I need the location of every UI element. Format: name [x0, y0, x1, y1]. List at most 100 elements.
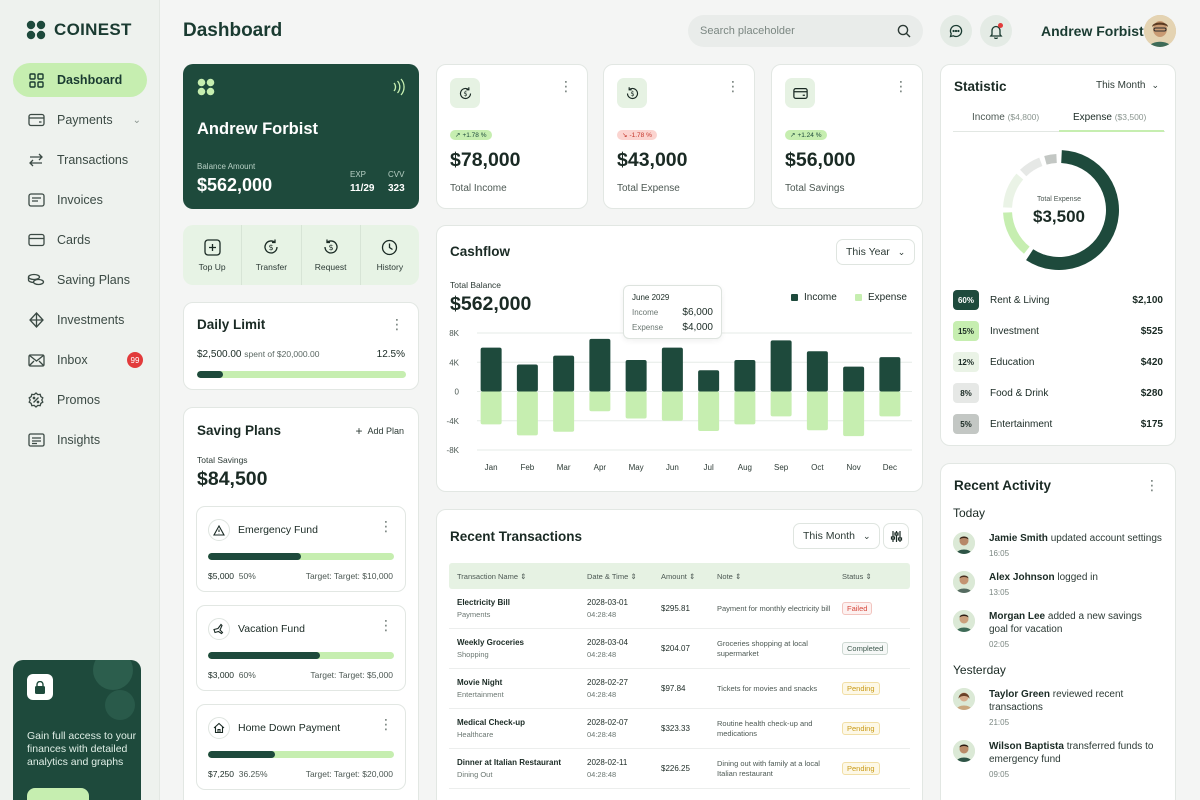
search-bar[interactable]: [688, 15, 923, 47]
brand[interactable]: COINEST: [26, 20, 132, 40]
more-icon[interactable]: ⋮: [379, 518, 393, 534]
statistic-period-select[interactable]: This Month ⌄: [1096, 80, 1159, 91]
daily-limit-spent-row: $2,500.00 spent of $20,000.00: [197, 349, 319, 360]
table-row[interactable]: Medical Check-up Healthcare 2028-02-07 04:…: [449, 709, 910, 749]
category-row[interactable]: 60% Rent & Living $2,100: [953, 289, 1163, 311]
svg-text:$: $: [630, 90, 634, 98]
activity-item[interactable]: Alex Johnson logged in 13:05: [953, 571, 1163, 599]
add-plan-label: Add Plan: [367, 426, 404, 436]
sidebar-item-transactions[interactable]: Transactions: [13, 143, 147, 177]
more-icon[interactable]: ⋮: [379, 716, 393, 732]
plan-target: Target: $20,000: [333, 769, 393, 779]
history-label: History: [376, 262, 404, 272]
add-plan-button[interactable]: + Add Plan: [355, 424, 404, 438]
chevron-down-icon: ⌄: [897, 246, 906, 257]
more-icon[interactable]: ⋮: [894, 78, 908, 94]
sidebar-item-dashboard[interactable]: Dashboard: [13, 63, 147, 97]
logo-icon: [197, 78, 215, 96]
activity-action: transferred funds to emergency fund: [989, 741, 1154, 765]
table-row[interactable]: Weekly Groceries Shopping 2028-03-04 04:28…: [449, 629, 910, 669]
sidebar-item-insights[interactable]: Insights: [13, 423, 147, 457]
saving-plan-home-down-payment[interactable]: Home Down Payment ⋮ $7,250 36.25% Target…: [196, 704, 406, 790]
search-input[interactable]: [700, 25, 897, 37]
column-header[interactable]: Status ⇕: [842, 572, 910, 581]
more-icon[interactable]: ⋮: [1145, 477, 1159, 493]
table-row[interactable]: Dinner at Italian Restaurant Dining Out 2…: [449, 749, 910, 789]
column-header[interactable]: Note ⇕: [717, 572, 842, 581]
activity-item[interactable]: Wilson Baptista transferred funds to eme…: [953, 740, 1163, 781]
kpi-label: Total Income: [450, 183, 507, 194]
plan-progress-fill: [208, 553, 301, 560]
category-name: Food & Drink: [990, 387, 1049, 399]
grid-icon: [27, 71, 45, 89]
top-up-label: Top Up: [198, 262, 226, 272]
column-header[interactable]: Date & Time ⇕: [587, 572, 661, 581]
chevron-down-icon[interactable]: ⌄: [132, 114, 141, 126]
category-row[interactable]: 15% Investment $525: [953, 320, 1163, 342]
transfer-button[interactable]: $ Transfer: [242, 225, 302, 285]
clock-icon: [381, 238, 399, 256]
column-header[interactable]: Amount ⇕: [661, 572, 717, 581]
exp-value: 11/29: [350, 183, 375, 194]
sidebar: COINEST Dashboard Payments ⌄ Transaction…: [0, 0, 160, 800]
avatar[interactable]: [1144, 15, 1176, 47]
sidebar-item-cards[interactable]: Cards: [13, 223, 147, 257]
activity-item[interactable]: Jamie Smith updated account settings 16:0…: [953, 532, 1163, 560]
tx-date: 2028-03-01: [587, 598, 628, 607]
daily-limit-progress-fill: [197, 371, 224, 378]
more-icon[interactable]: ⋮: [390, 316, 404, 332]
sidebar-item-saving-plans[interactable]: Saving Plans: [13, 263, 147, 297]
category-percent: 8%: [953, 383, 979, 403]
saving-plan-vacation-fund[interactable]: Vacation Fund ⋮ $3,000 60% Target: Targe…: [196, 605, 406, 691]
column-header[interactable]: Transaction Name ⇕: [449, 572, 587, 581]
filter-button[interactable]: [883, 523, 909, 549]
promo-upgrade-button[interactable]: [27, 788, 89, 800]
cashflow-period-select[interactable]: This Year ⌄: [836, 239, 916, 265]
kpi-total-savings[interactable]: ⋮ ↗ +1.24 % $56,000 Total Savings: [771, 64, 923, 209]
category-row[interactable]: 5% Entertainment $175: [953, 413, 1163, 435]
activity-item[interactable]: Taylor Green reviewed recent transaction…: [953, 688, 1163, 729]
more-icon[interactable]: ⋮: [559, 78, 573, 94]
tx-amount: $226.25: [661, 764, 690, 773]
svg-text:$: $: [463, 90, 467, 98]
search-icon[interactable]: [897, 24, 911, 38]
chat-button[interactable]: [940, 15, 972, 47]
plan-name: Home Down Payment: [238, 722, 341, 734]
kpi-label: Total Expense: [617, 183, 680, 194]
donut-slice: [1026, 150, 1119, 270]
sidebar-item-label: Inbox: [57, 353, 88, 367]
top-up-button[interactable]: Top Up: [183, 225, 243, 285]
sidebar-item-inbox[interactable]: Inbox 99: [13, 343, 147, 377]
history-button[interactable]: History: [361, 225, 419, 285]
sidebar-item-promos[interactable]: Promos: [13, 383, 147, 417]
tab-count: ($3,500): [1114, 112, 1147, 122]
plan-percent: 50%: [238, 571, 256, 581]
activity-item[interactable]: Morgan Lee added a new savings goal for …: [953, 610, 1163, 651]
tx-note: Tickets for movies and snacks: [717, 683, 818, 693]
more-icon[interactable]: ⋮: [379, 617, 393, 633]
plan-progress: [208, 652, 394, 659]
trend-up-icon: ↗: [455, 132, 461, 139]
request-button[interactable]: $ Request: [302, 225, 361, 285]
more-icon[interactable]: ⋮: [726, 78, 740, 94]
bank-card[interactable]: Andrew Forbist Balance Amount $562,000 E…: [183, 64, 419, 209]
notifications-button[interactable]: [980, 15, 1012, 47]
table-row[interactable]: Electricity Bill Payments 2028-03-01 04:28…: [449, 589, 910, 629]
tab-expense[interactable]: Expense ($3,500): [1073, 112, 1146, 123]
plan-progress-fill: [208, 751, 276, 758]
saving-plan-emergency-fund[interactable]: Emergency Fund ⋮ $5,000 50% Target: Targ…: [196, 506, 406, 592]
expense-bar: [625, 391, 647, 419]
chart-tooltip: June 2029 Income $6,000 Expense $4,000: [623, 285, 722, 339]
kpi-value: $78,000: [450, 149, 521, 171]
sidebar-item-invoices[interactable]: Invoices: [13, 183, 147, 217]
kpi-total-income[interactable]: $ ⋮ ↗ +1.78 % $78,000 Total Income: [436, 64, 588, 209]
table-row[interactable]: Movie Night Entertainment 2028-02-27 04:28…: [449, 669, 910, 709]
sidebar-item-investments[interactable]: Investments: [13, 303, 147, 337]
transfer-label: Transfer: [255, 262, 288, 272]
category-row[interactable]: 8% Food & Drink $280: [953, 382, 1163, 404]
kpi-total-expense[interactable]: $ ⋮ ↘ -1.78 % $43,000 Total Expense: [603, 64, 755, 209]
category-row[interactable]: 12% Education $420: [953, 351, 1163, 373]
tab-income[interactable]: Income ($4,800): [972, 112, 1039, 123]
sidebar-item-payments[interactable]: Payments ⌄: [13, 103, 147, 137]
transactions-period-select[interactable]: This Month ⌄: [793, 523, 881, 549]
